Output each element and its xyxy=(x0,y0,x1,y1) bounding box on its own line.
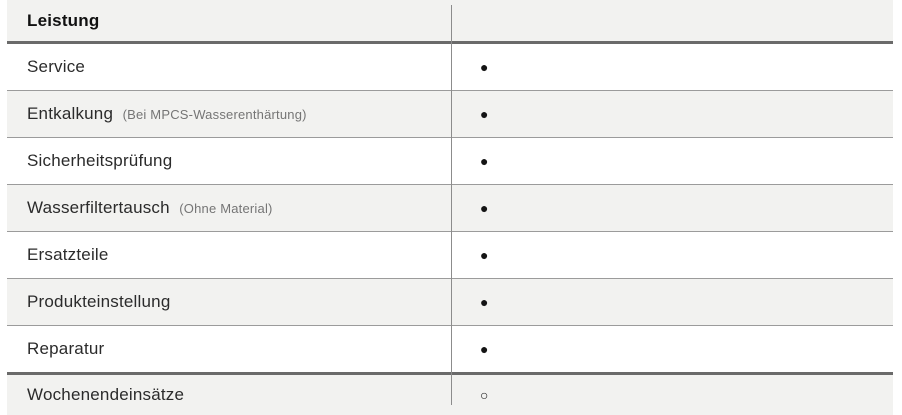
row-label: Entkalkung xyxy=(27,104,114,123)
row-value-cell: ● xyxy=(451,44,893,90)
availability-marker: ● xyxy=(480,341,489,357)
row-value-cell: ● xyxy=(451,91,893,137)
row-label-cell: Entkalkung (Bei MPCS-Wasserenthärtung) xyxy=(7,104,451,124)
availability-marker: ● xyxy=(480,294,489,310)
table-row: Service ● xyxy=(7,44,893,91)
table-header-row: Leistung xyxy=(7,0,893,44)
service-table: Leistung Service ● Entkalkung (Bei MPCS-… xyxy=(7,0,893,415)
table-row: Wasserfiltertausch (Ohne Material) ● xyxy=(7,185,893,232)
table-row: Entkalkung (Bei MPCS-Wasserenthärtung) ● xyxy=(7,91,893,138)
availability-marker: ● xyxy=(480,153,489,169)
row-label-cell: Ersatzteile xyxy=(7,245,451,265)
row-label-cell: Produkteinstellung xyxy=(7,292,451,312)
row-value-cell: ● xyxy=(451,138,893,184)
column-divider xyxy=(451,5,452,405)
row-label: Wasserfiltertausch xyxy=(27,198,170,217)
row-label: Produkteinstellung xyxy=(27,292,171,311)
row-label-cell: Service xyxy=(7,57,451,77)
availability-marker: ● xyxy=(480,59,489,75)
row-value-cell: ○ xyxy=(451,375,893,415)
row-label-cell: Reparatur xyxy=(7,339,451,359)
row-value-cell: ● xyxy=(451,326,893,372)
availability-marker: ○ xyxy=(480,387,489,403)
availability-marker: ● xyxy=(480,247,489,263)
availability-marker: ● xyxy=(480,200,489,216)
row-note: (Ohne Material) xyxy=(179,201,273,216)
table-row: Produkteinstellung ● xyxy=(7,279,893,326)
header-value-cell xyxy=(451,0,893,41)
row-note: (Bei MPCS-Wasserenthärtung) xyxy=(122,107,307,122)
table-row: Sicherheitsprüfung ● xyxy=(7,138,893,185)
row-label: Reparatur xyxy=(27,339,105,358)
row-label: Sicherheitsprüfung xyxy=(27,151,173,170)
row-label-cell: Sicherheitsprüfung xyxy=(7,151,451,171)
table-row: Wochenendeinsätze ○ xyxy=(7,375,893,415)
header-label-cell: Leistung xyxy=(7,11,451,31)
row-value-cell: ● xyxy=(451,279,893,325)
availability-marker: ● xyxy=(480,106,489,122)
row-label-cell: Wasserfiltertausch (Ohne Material) xyxy=(7,198,451,218)
row-label: Ersatzteile xyxy=(27,245,109,264)
column-header-leistung: Leistung xyxy=(27,10,100,30)
row-value-cell: ● xyxy=(451,185,893,231)
row-label: Wochenendeinsätze xyxy=(27,385,185,404)
row-label-cell: Wochenendeinsätze xyxy=(7,385,451,405)
table-row: Ersatzteile ● xyxy=(7,232,893,279)
row-value-cell: ● xyxy=(451,232,893,278)
row-label: Service xyxy=(27,57,86,76)
table-row: Reparatur ● xyxy=(7,326,893,375)
